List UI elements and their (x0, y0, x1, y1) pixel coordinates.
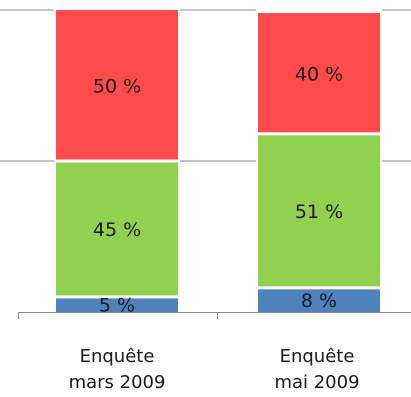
x-axis (18, 312, 411, 319)
category-label-line: Enquête (280, 346, 355, 367)
bar-segment (56, 298, 178, 312)
category-label: Enquête mai 2009 (274, 346, 359, 393)
segment-label: 8 % (301, 290, 337, 312)
category-labels: Enquête mars 2009 Enquête mai 2009 (69, 346, 360, 393)
category-label-line: Enquête (80, 346, 155, 367)
segment-label: 50 % (93, 76, 141, 98)
category-label: Enquête mars 2009 (69, 346, 166, 393)
category-label-line: mai 2009 (274, 372, 359, 393)
segment-label: 5 % (99, 294, 135, 316)
bar-segment (258, 289, 380, 312)
segment-labels: 5 % 45 % 50 % 8 % 51 % 40 % (93, 63, 343, 316)
segment-label: 40 % (295, 63, 343, 85)
segment-label: 51 % (295, 201, 343, 223)
category-label-line: mars 2009 (69, 372, 166, 393)
segment-label: 45 % (93, 219, 141, 241)
bar-segment (258, 135, 380, 287)
bar-segment (258, 13, 380, 133)
bar-segment (56, 162, 178, 296)
bars (54, 9, 382, 313)
bar-segment (56, 10, 178, 160)
